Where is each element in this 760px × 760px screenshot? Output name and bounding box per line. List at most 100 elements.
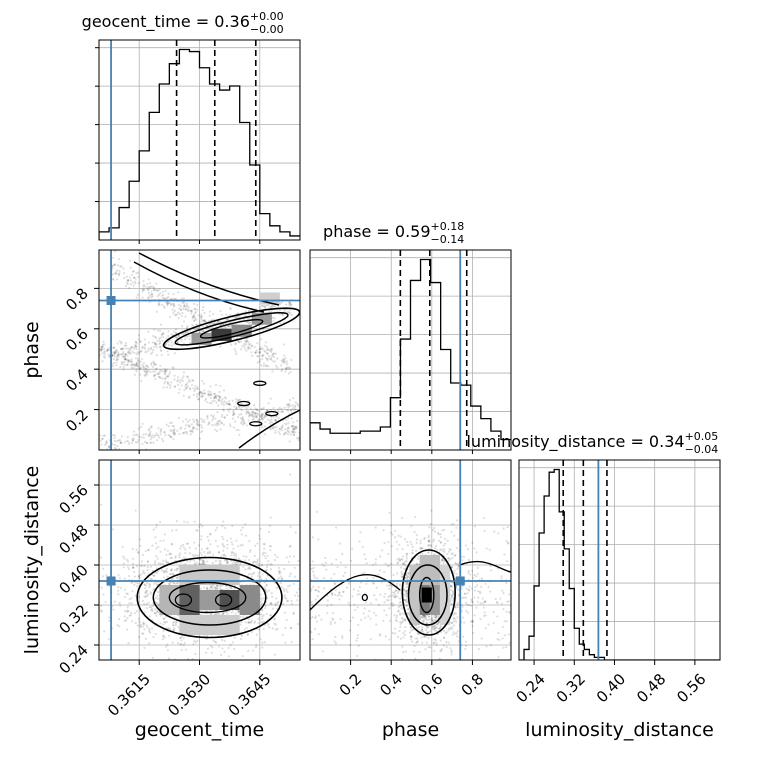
sample-point — [209, 533, 212, 536]
sample-point — [245, 555, 248, 558]
sample-point — [210, 402, 213, 405]
sample-point — [214, 395, 217, 398]
sample-point — [496, 567, 500, 570]
sample-point — [167, 627, 171, 630]
sample-point — [423, 614, 426, 617]
sample-point — [241, 544, 244, 547]
sample-point — [168, 373, 171, 376]
sample-point — [215, 641, 218, 644]
sample-point — [169, 384, 172, 387]
sample-point — [248, 621, 251, 624]
sample-point — [173, 352, 177, 355]
sample-point — [214, 383, 218, 387]
sample-point — [170, 344, 174, 347]
sample-point — [399, 613, 402, 616]
sample-point — [220, 402, 223, 406]
sample-point — [172, 433, 176, 436]
sample-point — [150, 605, 153, 609]
sample-point — [120, 347, 123, 350]
sample-point — [405, 552, 409, 555]
sample-point — [148, 615, 152, 618]
sample-point — [304, 600, 306, 602]
sample-point — [502, 646, 505, 649]
sample-point — [141, 288, 144, 291]
sample-point — [234, 316, 238, 319]
sample-point — [378, 633, 381, 636]
sample-point — [172, 572, 175, 575]
sample-point — [162, 635, 166, 638]
sample-point — [258, 534, 261, 537]
sample-point — [385, 599, 389, 602]
sample-point — [163, 306, 166, 309]
sample-point — [187, 309, 190, 312]
sample-point — [349, 644, 352, 647]
sample-point — [291, 424, 294, 428]
sample-point — [184, 308, 187, 311]
sample-point — [456, 538, 460, 541]
sample-point — [207, 394, 210, 397]
sample-point — [497, 655, 500, 659]
sample-point — [507, 600, 510, 603]
sample-point — [284, 626, 287, 630]
sample-point — [214, 613, 217, 616]
sample-point — [197, 544, 201, 547]
sample-point — [186, 385, 190, 388]
sample-point — [470, 598, 473, 601]
sample-point — [392, 604, 395, 607]
sample-point — [440, 648, 443, 651]
sample-point — [350, 559, 353, 562]
sample-point — [105, 442, 108, 445]
sample-point — [153, 342, 157, 345]
sample-point — [126, 616, 129, 620]
sample-point — [175, 336, 178, 339]
sample-point — [278, 571, 281, 574]
sample-point — [209, 323, 212, 326]
sample-point — [302, 619, 304, 621]
sample-point — [199, 558, 202, 561]
sample-point — [269, 349, 272, 352]
sample-point — [162, 576, 166, 579]
sample-point — [126, 435, 129, 439]
sample-point — [205, 587, 209, 590]
sample-point — [452, 572, 456, 575]
sample-point — [133, 575, 136, 578]
sample-point — [198, 525, 201, 528]
sample-point — [182, 432, 185, 435]
sample-point — [114, 250, 117, 253]
sample-point — [415, 533, 418, 536]
sample-point — [217, 395, 220, 398]
sample-point — [152, 588, 155, 591]
sample-point — [203, 420, 206, 424]
sample-point — [144, 550, 147, 553]
sample-point — [293, 409, 296, 412]
sample-point — [288, 555, 292, 558]
sample-point — [206, 551, 210, 554]
sample-point — [123, 363, 126, 367]
sample-point — [107, 445, 110, 448]
sample-point — [455, 562, 458, 565]
sample-point — [185, 302, 188, 305]
sample-point — [401, 548, 404, 551]
sample-point — [198, 558, 202, 561]
sample-point — [241, 418, 244, 421]
sample-point — [429, 630, 432, 633]
sample-point — [177, 416, 181, 420]
sample-point — [171, 529, 174, 532]
sample-point — [268, 349, 271, 352]
sample-point — [351, 547, 354, 550]
sample-point — [405, 582, 409, 585]
sample-point — [416, 640, 419, 643]
sample-point — [260, 412, 263, 416]
sample-point — [203, 389, 206, 392]
sample-point — [249, 321, 253, 324]
sample-point — [222, 403, 225, 407]
sample-point — [265, 583, 268, 587]
sample-point — [489, 590, 492, 593]
sample-point — [292, 428, 295, 431]
sample-point — [247, 411, 250, 415]
sample-point — [170, 430, 173, 433]
sample-point — [127, 279, 130, 282]
sample-point — [218, 420, 221, 423]
sample-point — [269, 602, 273, 605]
sample-point — [179, 547, 182, 550]
